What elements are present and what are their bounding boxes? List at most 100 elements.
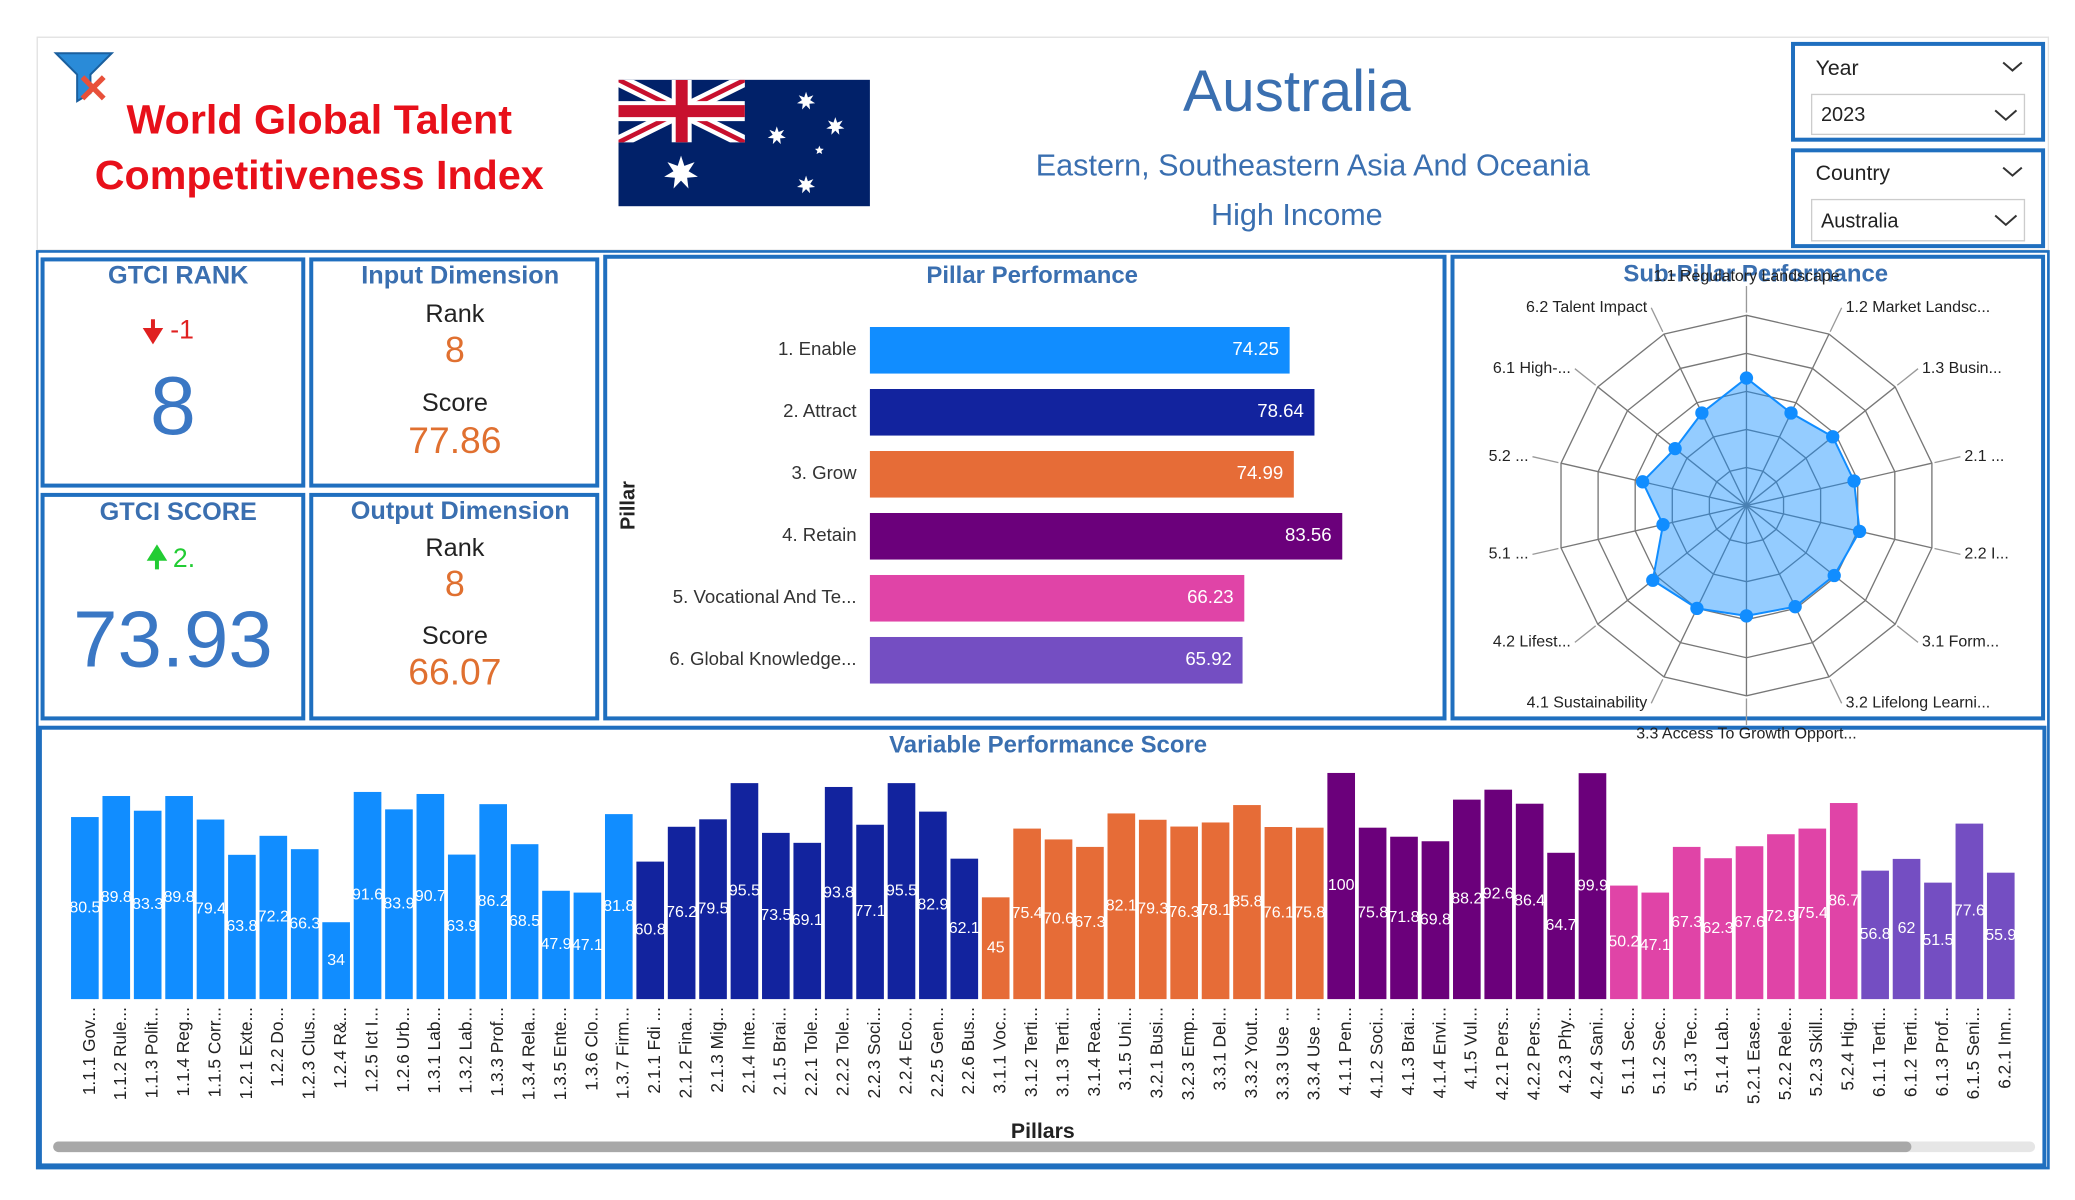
bar [793,842,822,1000]
data-label: 50.2 [1608,934,1639,951]
bar [573,892,602,1000]
flag-star [826,117,845,135]
bar [542,890,570,1000]
data-label: 77.1 [855,903,886,920]
axis-label: 3.2 Lifelong Learni... [1846,695,1991,712]
x-tick-label: 3.3.4 Use ... [1304,1007,1324,1100]
bar [1829,803,1858,1000]
data-label: 55.9 [1985,927,2016,944]
data-label: 45 [987,939,1005,956]
bar [667,826,696,1000]
radar-point [1784,406,1798,420]
clear-filter-icon[interactable] [53,52,115,103]
category-label: 1. Enable [778,338,857,359]
year-slicer[interactable]: Year 2023 [1791,41,2046,142]
bar [1107,813,1136,1000]
leader-line [1934,456,1961,464]
axis-label: 4.1 Sustainability [1527,695,1648,712]
data-label: 69.8 [1420,911,1451,928]
axis-label: 2.1 ... [1964,448,2004,465]
x-tick-label: 6.1.2 Terti... [1900,1007,1920,1097]
x-tick-label: 4.1.3 Brai... [1398,1007,1418,1095]
x-tick-label: 1.2.2 Do... [267,1007,287,1087]
axis-label: 6.1 High-... [1493,360,1571,377]
x-tick-label: 3.1.1 Voc... [990,1007,1010,1093]
bar [1955,823,1984,1000]
scrollbar-thumb[interactable] [53,1141,1912,1153]
x-tick-label: 1.3.2 Lab... [456,1007,476,1093]
data-label: 78.1 [1200,902,1231,919]
x-tick-label: 1.2.5 Ict I... [361,1007,381,1093]
country-slicer[interactable]: Country Australia [1791,148,2046,249]
bar [1547,852,1575,1000]
radar-spoke [1746,386,1896,507]
bar [869,450,1294,498]
leader-line [1574,368,1597,386]
kpi-title: GTCI SCORE [100,498,257,526]
data-label: 89.8 [101,889,132,906]
radar-point [1847,474,1861,488]
x-tick-label: 1.3.6 Clo... [581,1007,601,1091]
kpi-change: -1 [170,314,194,344]
x-tick-label: 3.1.4 Rea... [1084,1007,1104,1096]
bar [887,783,916,1000]
bar [416,793,445,1000]
data-label: 34 [327,952,345,969]
chart-title: Variable Performance Score [889,732,1207,759]
data-label: 76.2 [666,904,697,921]
data-label: 66.3 [289,915,320,932]
x-tick-label: 4.2.1 Pers... [1492,1007,1512,1100]
down-arrow [142,319,164,345]
bar [290,849,319,1000]
slicer-dropdown[interactable] [1810,93,2026,136]
bar [510,844,539,1000]
x-tick-label: 5.1.2 Sec... [1649,1007,1669,1094]
x-tick-label: 4.1.5 Vul... [1461,1007,1481,1089]
data-label: 51.5 [1922,932,1953,949]
bar [1138,819,1167,1000]
x-tick-label: 1.3.4 Rela... [518,1007,538,1100]
bar [1641,892,1670,1000]
data-label: 75.4 [1012,905,1043,922]
category-label: 5. Vocational And Te... [673,586,857,607]
x-tick-label: 2.2.4 Eco... [895,1007,915,1094]
axis-label: 5.2 ... [1489,448,1529,465]
data-label: 80.5 [69,899,100,916]
radar-spoke [1560,462,1747,507]
x-tick-label: 5.1.1 Sec... [1618,1007,1638,1094]
x-tick-label: 6.1.1 Terti... [1869,1007,1889,1097]
x-tick-label: 5.2.3 Skill... [1806,1007,1826,1096]
kpi-change: 2. [173,543,195,573]
x-tick-label: 6.1.3 Prof... [1932,1007,1952,1096]
x-tick-label: 1.1.4 Reg... [173,1007,193,1096]
slicer-dropdown[interactable] [1810,198,2026,242]
leader-line [1574,625,1597,643]
leader-line [1829,307,1843,333]
x-tick-label: 1.1.3 Polit... [142,1007,162,1098]
x-tick-label: 6.2.1 Inn... [1995,1007,2015,1089]
bar [869,512,1343,560]
kpi-value: 8 [445,563,465,604]
radar-point [1646,573,1660,587]
data-label: 85.8 [1231,893,1262,910]
kpi-title: Input Dimension [361,261,559,289]
radar-point [1668,441,1682,456]
data-label: 81.8 [603,898,634,915]
x-tick-label: 3.2.3 Emp... [1178,1007,1198,1100]
data-label: 72.9 [1765,908,1796,925]
bar [1013,828,1041,1000]
bar [1295,827,1324,1000]
data-label: 69.1 [792,912,823,929]
kpi-label: Score [422,622,488,650]
x-tick-label: 3.3.3 Use ... [1272,1007,1292,1100]
x-tick-label: 1.3.1 Lab... [424,1007,444,1093]
bar [1610,885,1638,1000]
radar-point [1739,609,1754,623]
flag-star [814,145,824,155]
data-label: 63.9 [446,918,477,935]
y-axis-title: Pillar [617,481,639,530]
bar [824,786,853,1000]
data-label: 93.8 [823,884,854,901]
x-tick-label: 2.2.1 Tole... [801,1007,821,1096]
